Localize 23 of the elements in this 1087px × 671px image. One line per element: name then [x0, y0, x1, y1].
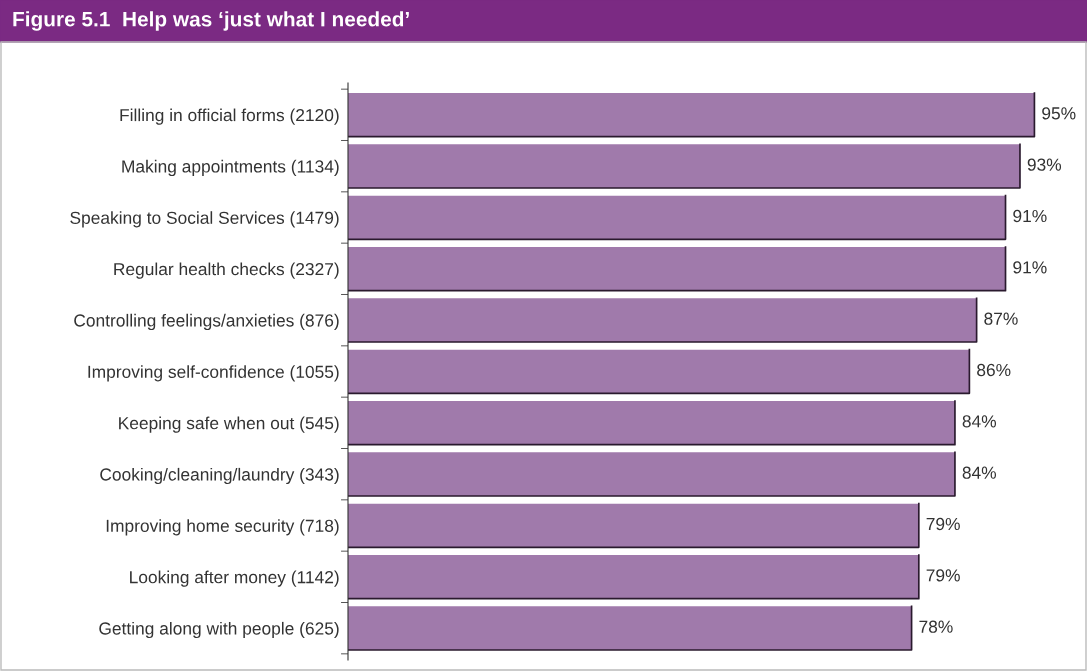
data-label: 86% [977, 363, 1011, 377]
y-tick-label: Looking after money (1142) [130, 570, 339, 587]
data-label: 78% [919, 620, 953, 633]
data-label: 79% [926, 517, 960, 531]
data-label: 91% [1013, 261, 1047, 274]
data-label: 95% [1042, 107, 1076, 120]
y-tick-label: Speaking to Social Services (1479) [70, 211, 339, 228]
y-tick-label: Improving self-confidence (1055) [88, 365, 339, 382]
data-label: 93% [1027, 158, 1062, 171]
data-label: 87% [984, 312, 1018, 325]
chart-title: Figure 5.1 Help was ‘just what I needed’ [13, 11, 409, 31]
data-label: 84% [962, 415, 997, 428]
y-tick-label: Controlling feelings/anxieties (876) [74, 313, 339, 331]
y-tick-label: Making appointments (1134) [122, 159, 339, 177]
y-tick-label: Getting along with people (625) [99, 621, 339, 639]
data-label: 84% [962, 466, 997, 479]
data-label: 91% [1013, 209, 1047, 223]
y-tick-label: Filling in official forms (2120) [120, 108, 339, 125]
data-label: 79% [926, 569, 960, 582]
y-tick-label: Improving home security (718) [106, 519, 339, 536]
y-tick-label: Cooking/cleaning/laundry (343) [100, 467, 339, 485]
y-tick-label: Regular health checks (2327) [114, 262, 339, 279]
y-tick-label: Keeping safe when out (545) [119, 416, 339, 433]
